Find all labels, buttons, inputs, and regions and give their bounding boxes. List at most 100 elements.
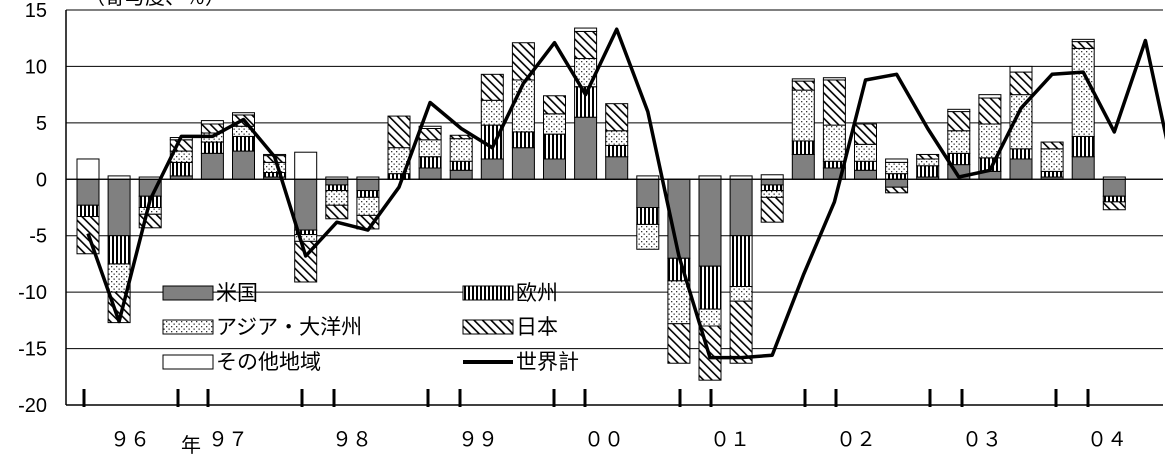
bar-segment-asia	[449, 138, 473, 162]
bar-segment-japan	[605, 103, 629, 132]
bar-segment-usa	[854, 169, 877, 180]
axes	[65, 10, 1163, 406]
legend-swatch-japan	[462, 319, 514, 335]
bar-segment-europe	[543, 133, 566, 160]
bar-segment-japan	[791, 80, 815, 91]
bar-segment-japan	[667, 323, 691, 364]
x-year-labels: ９６ 年 ９７ ９８ ９９ ００ ０１ ０２ ０３ ０４	[110, 427, 1127, 457]
x-year-label: ９９	[458, 427, 498, 451]
bar-segment-asia	[791, 89, 815, 142]
bar-segment-asia	[356, 196, 380, 216]
x-year-label: ０２	[836, 427, 876, 451]
bar-segment-usa	[200, 152, 224, 180]
bar-segment-usa	[605, 156, 629, 180]
chart-subtitle: （寄与度、％）	[85, 0, 225, 9]
x-year-label: ９８	[332, 427, 372, 451]
x-year-label: ００	[584, 427, 624, 451]
bar-segment-usa	[294, 178, 318, 231]
y-gridlines	[66, 9, 1163, 406]
x-year-label: 年	[181, 433, 201, 457]
bar-segment-usa	[107, 178, 131, 237]
bar-segment-japan	[1040, 141, 1064, 150]
legend-label-asia: アジア・大洋州	[216, 315, 362, 339]
bar-segment-usa	[356, 178, 380, 192]
bar-segment-asia	[138, 207, 162, 215]
bar-segment-other	[791, 78, 815, 82]
y-tick-label: -10	[18, 282, 47, 304]
bar-segment-europe	[387, 173, 411, 180]
bar-segment-europe	[1102, 195, 1126, 203]
bar-segment-asia	[480, 99, 504, 126]
bar-segment-other	[76, 158, 100, 180]
bar-segment-europe	[107, 235, 131, 265]
bar-segment-usa	[1071, 156, 1095, 180]
y-tick-labels: 15 10 5 0 -5 -10 -15 -20	[18, 0, 47, 417]
bar-segment-japan	[978, 97, 1002, 125]
bar-segment-japan	[885, 186, 909, 194]
legend-swatch-europe	[462, 285, 514, 301]
y-tick-label: -20	[18, 395, 47, 417]
legend-swatch-other	[162, 354, 214, 370]
bar-segment-japan	[511, 42, 535, 81]
bar-segment-usa	[885, 178, 909, 188]
bar-segment-japan	[822, 79, 846, 126]
bar-segment-usa	[511, 147, 535, 180]
bar-segment-usa	[729, 178, 753, 237]
bar-segment-asia	[511, 79, 535, 133]
x-year-label: ９６	[110, 427, 150, 451]
bar-segment-usa	[636, 178, 660, 209]
bar-segment-asia	[636, 223, 660, 250]
world-total-series	[86, 27, 1165, 360]
bar-segment-asia	[698, 308, 722, 327]
world-total-line	[86, 27, 1165, 360]
bar-segment-europe	[1009, 148, 1033, 160]
bar-segment-asia	[885, 161, 909, 175]
legend-label-world: 世界計	[516, 350, 579, 374]
bar-segment-other	[232, 112, 255, 116]
bar-segment-japan	[760, 196, 784, 223]
y-tick-label: 5	[36, 113, 47, 135]
bar-segment-europe	[169, 161, 193, 177]
legend-label-other: その他地域	[216, 350, 321, 374]
bar-segment-japan	[1071, 41, 1095, 49]
y-tick-label: 10	[25, 56, 47, 78]
bar-segment-other	[1071, 38, 1095, 43]
y-tick-label: -5	[29, 226, 47, 248]
bar-segment-asia	[325, 190, 349, 206]
bar-segment-japan	[1102, 201, 1126, 211]
bar-segment-europe	[511, 131, 535, 149]
bar-segment-japan	[729, 300, 753, 364]
bar-segment-japan	[947, 111, 971, 132]
bar-segment-europe	[418, 156, 442, 169]
bar-segment-asia	[667, 280, 691, 325]
bar-segment-usa	[1102, 178, 1126, 197]
bar-segment-europe	[232, 135, 255, 152]
bar-segment-asia	[916, 158, 940, 167]
bar-segment-other	[822, 77, 846, 81]
bar-segment-europe	[1040, 170, 1064, 178]
bar-segment-japan	[418, 128, 442, 141]
x-year-label: ９７	[208, 427, 248, 451]
legend-label-usa: 米国	[216, 281, 258, 305]
bar-segment-europe	[729, 235, 753, 287]
bar-segment-usa	[574, 116, 598, 180]
x-year-label: ０３	[962, 427, 1002, 451]
y-tick-label: -15	[18, 339, 47, 361]
bar-segment-asia	[760, 190, 784, 198]
x-year-label: ０４	[1087, 427, 1127, 451]
bar-segment-europe	[698, 265, 722, 310]
bar-segment-other	[978, 94, 1002, 99]
bar-segment-other	[760, 174, 784, 180]
bar-segment-usa	[1009, 158, 1033, 180]
year-separator-ticks	[82, 389, 1090, 407]
bar-segment-usa	[418, 167, 442, 180]
bar-segment-other	[947, 108, 971, 113]
bar-segment-europe	[325, 184, 349, 192]
legend-label-europe: 欧州	[516, 281, 558, 305]
legend-swatch-usa	[162, 285, 214, 301]
bar-segment-asia	[605, 130, 629, 146]
bar-segment-japan	[1009, 71, 1033, 96]
bar-segment-japan	[574, 30, 598, 60]
bar-segment-usa	[325, 178, 349, 186]
